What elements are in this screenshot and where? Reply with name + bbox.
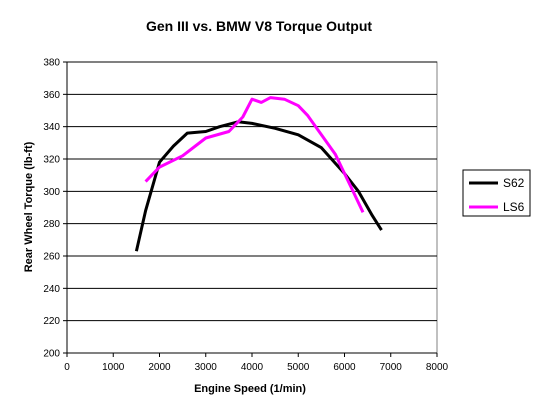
x-tick-label: 6000 xyxy=(333,362,356,373)
y-tick-label: 340 xyxy=(43,122,60,133)
y-tick-label: 240 xyxy=(43,284,60,295)
y-tick-label: 200 xyxy=(43,349,60,360)
x-tick-label: 8000 xyxy=(426,362,449,373)
legend-label-ls6: LS6 xyxy=(503,200,525,214)
x-axis-label: Engine Speed (1/min) xyxy=(194,383,306,395)
y-tick-label: 260 xyxy=(43,252,60,263)
y-tick-label: 320 xyxy=(43,155,60,166)
chart-title: Gen III vs. BMW V8 Torque Output xyxy=(146,18,372,34)
x-tick-label: 7000 xyxy=(380,362,403,373)
x-tick-label: 2000 xyxy=(148,362,171,373)
plot-area: 200 220 240 260 280 300 320 340 360 380 0 1000 2000 3… xyxy=(43,58,448,374)
y-tick-label: 220 xyxy=(43,316,60,327)
y-tick-label: 280 xyxy=(43,219,60,230)
y-tick-label: 380 xyxy=(43,58,60,69)
x-tick-label: 5000 xyxy=(287,362,310,373)
plot-background xyxy=(66,61,438,354)
x-tick-label: 4000 xyxy=(241,362,264,373)
y-axis-label: Rear Wheel Torque (lb-ft) xyxy=(23,141,35,272)
legend: S62 LS6 xyxy=(462,169,531,217)
y-tick-label: 360 xyxy=(43,90,60,101)
x-tick-label: 3000 xyxy=(195,362,218,373)
x-tick-label: 0 xyxy=(64,362,70,373)
series-line-s62 xyxy=(134,120,383,252)
legend-label-s62: S62 xyxy=(503,176,525,190)
y-tick-label: 300 xyxy=(43,187,60,198)
x-tick-label: 1000 xyxy=(102,362,125,373)
series-line-ls6 xyxy=(144,96,365,213)
